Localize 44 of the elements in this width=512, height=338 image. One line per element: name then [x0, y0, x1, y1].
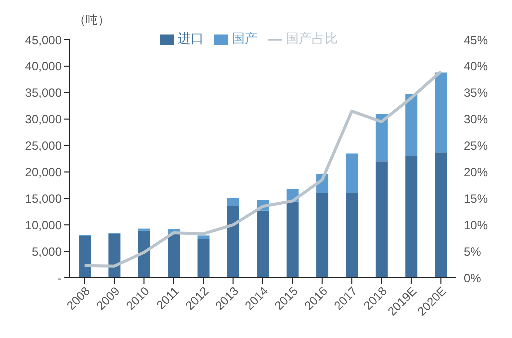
legend-label: 国产占比 [286, 31, 338, 46]
bar [257, 210, 270, 278]
y-tick-label: 10,000 [25, 218, 62, 232]
y2-tick-label: 10% [464, 218, 488, 232]
y2-tick-label: 5% [464, 244, 482, 259]
bar [138, 230, 150, 278]
y2-tick-label: 15% [464, 192, 488, 206]
bar [108, 234, 121, 278]
bar [198, 236, 210, 240]
legend-label: 进口 [178, 31, 204, 46]
bar [227, 206, 240, 278]
line-series [83, 70, 443, 268]
bar [406, 156, 418, 278]
bar [227, 198, 240, 206]
bar [346, 154, 358, 194]
y2-tick-label: 35% [464, 86, 488, 100]
y-tick-label: 30,000 [25, 112, 62, 127]
bar [168, 234, 180, 278]
bar [316, 193, 329, 278]
bar [435, 72, 448, 153]
y-tick-label: 35,000 [25, 86, 62, 100]
bar [79, 236, 91, 278]
y2-tick-label: 20% [464, 165, 488, 180]
y-tick-label: 20,000 [25, 165, 62, 180]
y2-tick-label: 25% [464, 139, 488, 154]
y-axis-title: （吨） [74, 12, 110, 29]
bar [198, 239, 210, 278]
bar [406, 94, 418, 156]
y-tick-label: 45,000 [25, 33, 62, 48]
y-tick-label: - [58, 271, 62, 286]
bar [286, 202, 299, 278]
y-tick-label: 40,000 [25, 60, 62, 74]
legend-label: 国产 [232, 31, 258, 46]
bar [346, 193, 358, 278]
bar [435, 152, 448, 278]
bar [376, 162, 388, 278]
y-tick-label: 5,000 [32, 244, 62, 259]
y-tick-label: 25,000 [25, 139, 62, 154]
y2-tick-label: 0% [464, 271, 482, 286]
y2-tick-label: 40% [464, 60, 488, 74]
bar [376, 114, 388, 162]
y2-tick-label: 45% [464, 33, 488, 48]
y-tick-label: 15,000 [25, 192, 62, 206]
y2-tick-label: 30% [464, 112, 488, 127]
